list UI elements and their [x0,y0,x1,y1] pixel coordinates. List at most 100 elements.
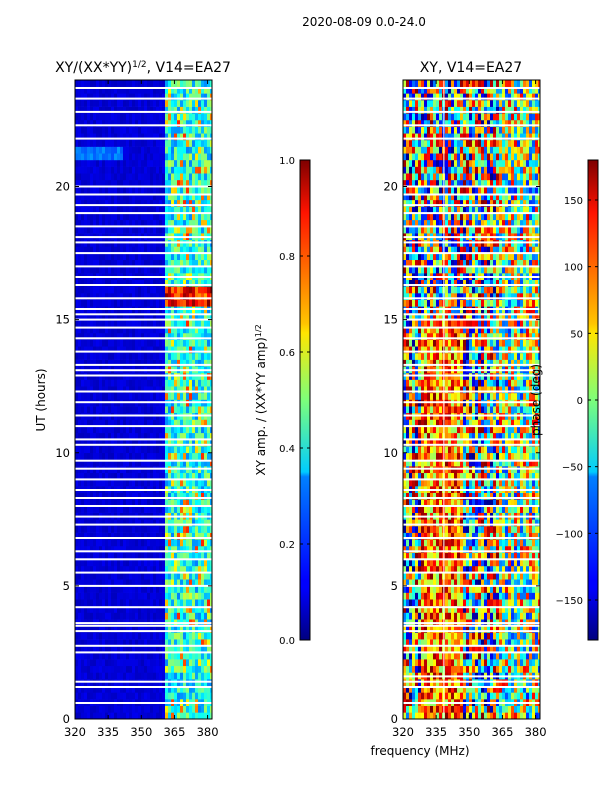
heatmap-cell [424,652,428,660]
heatmap-cell [81,592,85,600]
heatmap-cell [93,326,97,334]
heatmap-cell [87,219,91,227]
heatmap-cell [183,219,187,227]
heatmap-cell [117,665,121,673]
heatmap-cell [129,299,133,307]
heatmap-cell [162,525,166,533]
heatmap-cell [162,259,166,267]
heatmap-cell [132,352,136,360]
heatmap-cell [180,692,184,700]
heatmap-cell [174,266,178,274]
heatmap-cell [153,659,157,667]
heatmap-cell [487,659,491,667]
heatmap-cell [141,432,145,440]
heatmap-cell [81,459,85,467]
heatmap-cell [150,659,154,667]
heatmap-cell [195,479,199,487]
heatmap-cell [102,665,106,673]
heatmap-cell [180,632,184,640]
heatmap-cell [183,173,187,181]
heatmap-cell [189,119,193,127]
heatmap-cell [183,346,187,354]
heatmap-cell [105,552,109,560]
colorbar-tick-label: 0.0 [279,636,295,647]
heatmap-cell [138,299,142,307]
heatmap-cell [168,645,172,653]
heatmap-cell [141,139,145,147]
heatmap-cell [132,625,136,633]
heatmap-cell [99,126,103,134]
heatmap-cell [153,692,157,700]
heatmap-cell [427,705,431,713]
heatmap-cell [96,86,100,94]
heatmap-cell [180,452,184,460]
heatmap-cell [126,612,130,620]
heatmap-cell [180,173,184,181]
heatmap-cell [111,506,115,513]
heatmap-cell [96,346,100,354]
heatmap-cell [201,632,205,640]
heatmap-cell [135,539,139,547]
heatmap-cell [129,106,133,114]
heatmap-cell [99,392,103,400]
heatmap-cell [84,226,88,234]
heatmap-cell [129,479,133,487]
heatmap-cell [75,259,79,267]
heatmap-cell [129,359,133,367]
heatmap-cell [120,99,124,107]
heatmap-cell [207,139,211,147]
heatmap-cell [75,99,79,107]
heatmap-cell [96,452,100,460]
heatmap-cell [180,685,184,693]
heatmap-cell [147,133,151,141]
heatmap-cell [144,352,148,360]
heatmap-cell [105,705,109,713]
heatmap-cell [75,565,79,573]
heatmap-cell [90,665,94,673]
heatmap-cell [126,259,130,267]
heatmap-cell [201,266,205,274]
heatmap-cell [180,592,184,600]
heatmap-cell [87,279,91,287]
heatmap-cell [204,406,208,414]
heatmap-cell [156,705,160,713]
heatmap-cell [75,133,79,141]
heatmap-cell [96,80,100,87]
heatmap-cell [123,213,127,221]
heatmap-cell [204,359,208,367]
heatmap-cell [93,605,97,613]
heatmap-cell [204,645,208,653]
heatmap-cell [207,612,211,620]
heatmap-cell [132,153,136,161]
heatmap-cell [117,266,121,274]
heatmap-cell [102,605,106,613]
heatmap-cell [96,286,100,294]
heatmap-cell [168,386,172,394]
heatmap-cell [108,632,112,640]
heatmap-cell [201,133,205,141]
heatmap-cell [141,166,145,174]
heatmap-cell [111,159,115,167]
heatmap-cell [90,286,94,294]
heatmap-cell [484,712,488,719]
heatmap-cell [201,299,205,307]
heatmap-cell [78,206,82,214]
heatmap-cell [147,286,151,294]
heatmap-cell [150,253,154,261]
heatmap-cell [81,326,85,334]
heatmap-cell [171,93,175,101]
heatmap-cell [138,279,142,287]
heatmap-cell [195,545,199,553]
heatmap-cell [120,625,124,633]
heatmap-cell [520,705,524,713]
heatmap-cell [102,565,106,573]
heatmap-cell [475,705,479,713]
heatmap-cell [171,506,175,513]
heatmap-cell [141,406,145,414]
heatmap-cell [138,426,142,434]
heatmap-cell [192,106,196,114]
heatmap-cell [129,80,133,87]
heatmap-cell [195,432,199,440]
heatmap-cell [144,93,148,101]
heatmap-cell [129,199,133,207]
